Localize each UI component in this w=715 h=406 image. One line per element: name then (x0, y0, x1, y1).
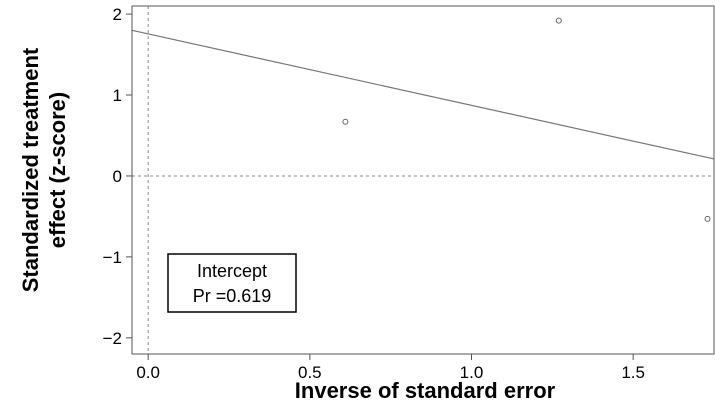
y-tick-label-3: −1 (103, 248, 122, 267)
x-tick-label-0: 0.0 (136, 363, 160, 382)
x-axis: 0.0 0.5 1.0 1.5 (136, 354, 645, 382)
regression-line-group (131, 29, 715, 160)
plot-frame (131, 5, 715, 355)
reference-lines (132, 6, 714, 354)
y-axis: 2 1 0 −1 −2 (103, 5, 132, 348)
y-axis-title-line-1: Standardized treatment (18, 47, 43, 292)
annotation-frame (167, 253, 297, 313)
y-tick-label-2: 0 (113, 167, 122, 186)
y-tick-label-0: 2 (113, 5, 122, 24)
y-axis-title: Standardized treatment effect (z-score) (18, 47, 70, 292)
y-tick-label-1: 1 (113, 86, 122, 105)
y-axis-title-line-2: effect (z-score) (45, 92, 70, 248)
annotation-box: Intercept Pr =0.619 (167, 253, 297, 313)
regression-line (131, 29, 715, 160)
x-tick-label-3: 1.5 (621, 363, 645, 382)
data-point-3 (704, 215, 711, 222)
y-tick-label-4: −2 (103, 329, 122, 348)
data-point-2 (555, 17, 562, 24)
x-tick-label-2: 1.0 (460, 363, 484, 382)
x-tick-label-1: 0.5 (298, 363, 322, 382)
annotation-p-value: Pr =0.619 (193, 286, 272, 306)
data-points (342, 17, 711, 222)
data-point-1 (342, 118, 349, 125)
annotation-intercept: Intercept (197, 261, 267, 281)
x-axis-title: Inverse of standard error (295, 378, 556, 403)
